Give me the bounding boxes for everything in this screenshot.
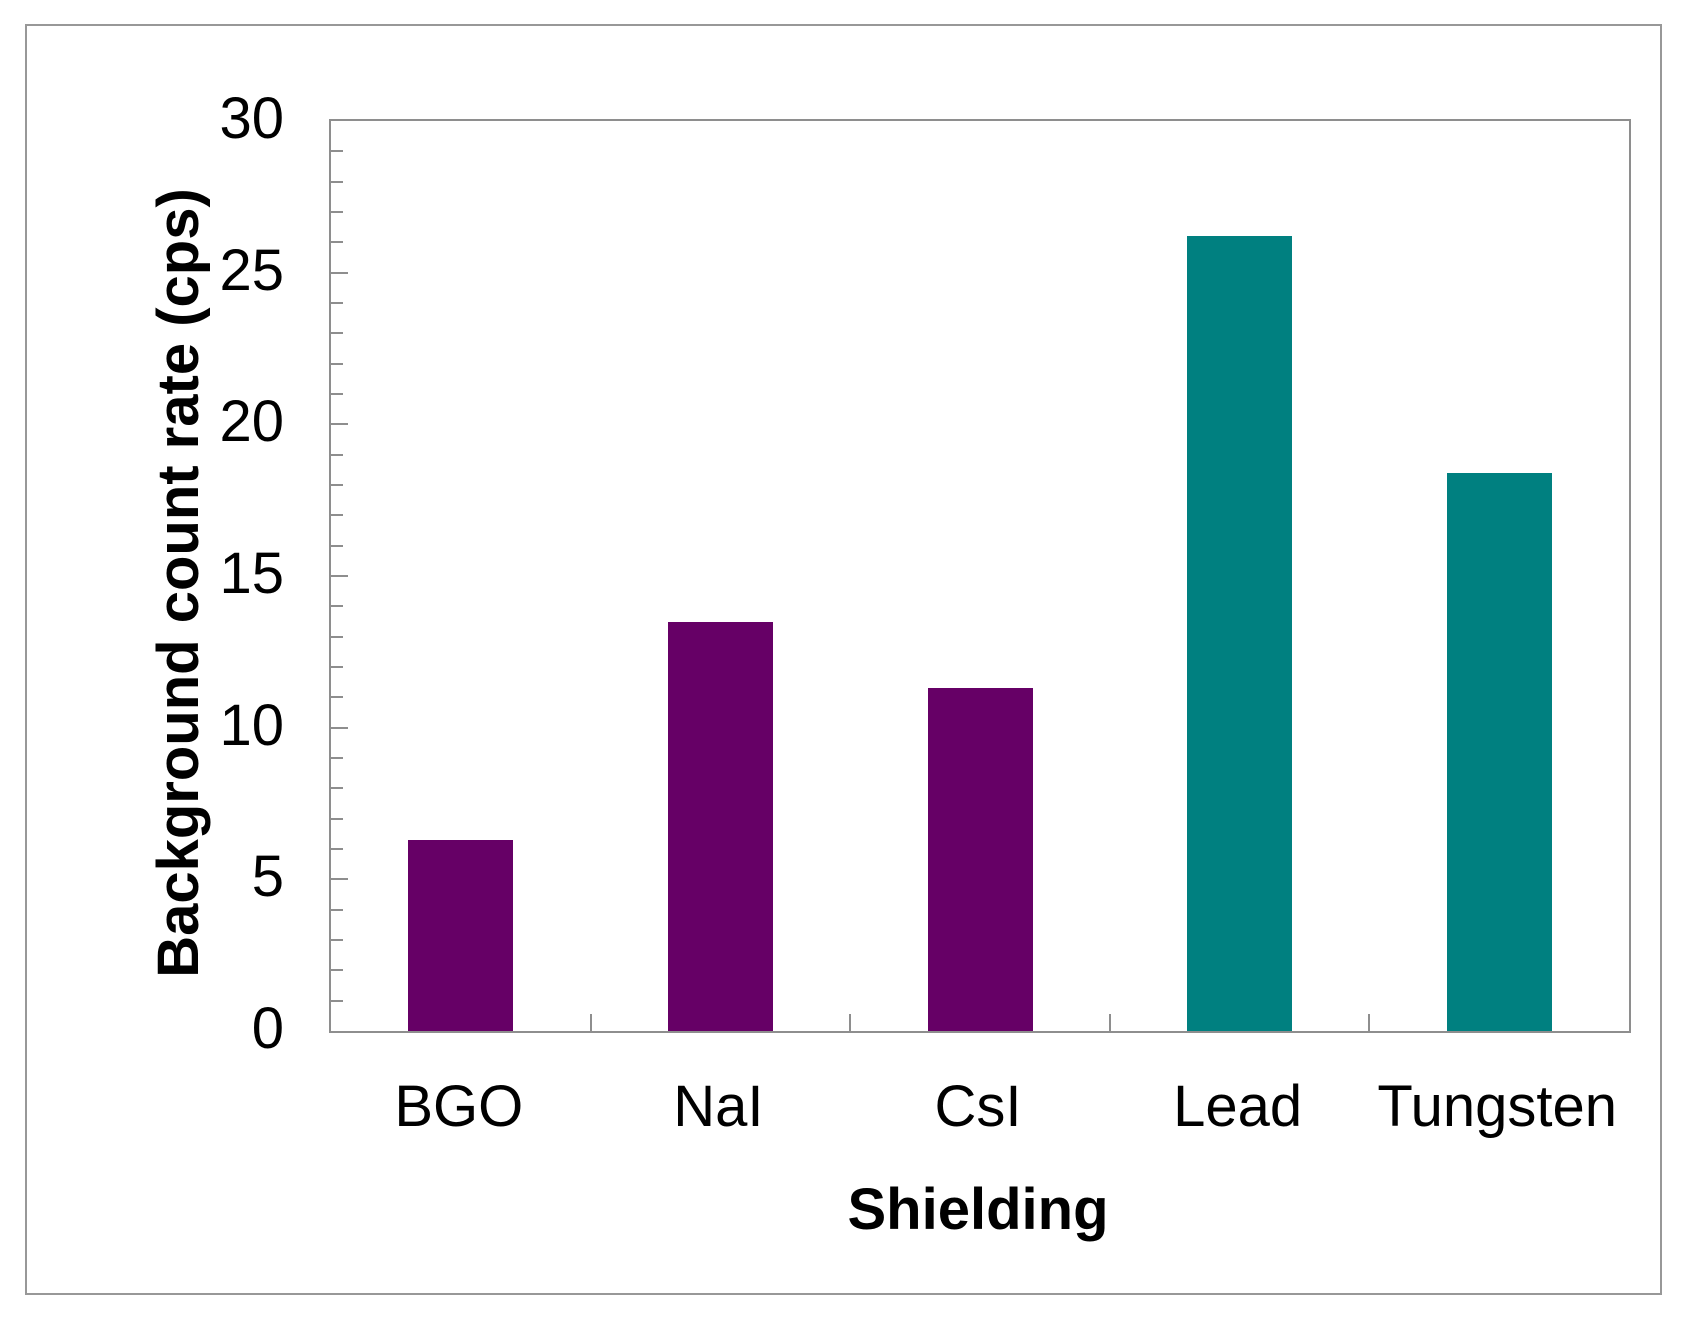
bar-nai xyxy=(667,621,773,1031)
y-minor-tick xyxy=(331,908,343,911)
y-minor-tick xyxy=(331,696,343,699)
y-minor-tick xyxy=(331,817,343,820)
bar-bgo xyxy=(408,839,514,1031)
y-minor-tick xyxy=(331,302,343,304)
y-minor-tick xyxy=(331,848,343,850)
y-tick-label: 5 xyxy=(251,844,284,910)
x-category-label: BGO xyxy=(394,1074,524,1139)
y-tick-label: 20 xyxy=(219,389,284,455)
bar-csi xyxy=(927,688,1033,1031)
y-minor-tick xyxy=(331,969,343,972)
y-minor-tick xyxy=(331,484,343,486)
y-tick-label: 10 xyxy=(219,692,284,758)
bar-tungsten xyxy=(1446,472,1552,1031)
x-category-label: NaI xyxy=(673,1074,764,1139)
chart-frame: Background count rate (cps) 0 5 10 15 20 25 30… xyxy=(25,24,1662,1295)
y-minor-tick xyxy=(331,999,343,1002)
x-category-label: Lead xyxy=(1173,1074,1303,1139)
y-major-tick xyxy=(331,271,348,274)
plot-area xyxy=(329,119,1631,1033)
y-tick-label: 15 xyxy=(219,541,284,606)
y-tick-label: 25 xyxy=(219,237,284,303)
y-minor-tick xyxy=(331,666,343,668)
y-minor-tick xyxy=(331,544,343,547)
y-minor-tick xyxy=(331,605,343,608)
x-category-label: Tungsten xyxy=(1377,1074,1618,1139)
y-minor-tick xyxy=(331,211,343,213)
bar-lead xyxy=(1187,236,1293,1031)
y-minor-tick xyxy=(331,787,343,790)
x-category-boundary-tick xyxy=(1108,1014,1111,1031)
x-category-label: CsI xyxy=(934,1074,1022,1139)
y-minor-tick xyxy=(331,362,343,365)
x-category-boundary-tick xyxy=(589,1014,592,1031)
x-axis-title: Shielding xyxy=(847,1177,1109,1242)
y-minor-tick xyxy=(331,453,343,456)
y-minor-tick xyxy=(331,514,343,517)
y-tick-label: 30 xyxy=(219,86,284,151)
y-minor-tick xyxy=(331,180,343,183)
y-minor-tick xyxy=(331,332,343,335)
y-minor-tick xyxy=(331,150,343,153)
y-minor-tick xyxy=(331,241,343,244)
y-major-tick xyxy=(331,423,348,426)
y-minor-tick xyxy=(331,635,343,638)
y-major-tick xyxy=(331,878,348,881)
y-minor-tick xyxy=(331,939,343,941)
y-major-tick xyxy=(331,726,348,729)
y-tick-label: 0 xyxy=(251,996,284,1061)
y-minor-tick xyxy=(331,757,343,759)
x-category-boundary-tick xyxy=(849,1014,852,1031)
y-minor-tick xyxy=(331,393,343,395)
x-category-boundary-tick xyxy=(1368,1014,1371,1031)
y-major-tick xyxy=(331,575,348,577)
